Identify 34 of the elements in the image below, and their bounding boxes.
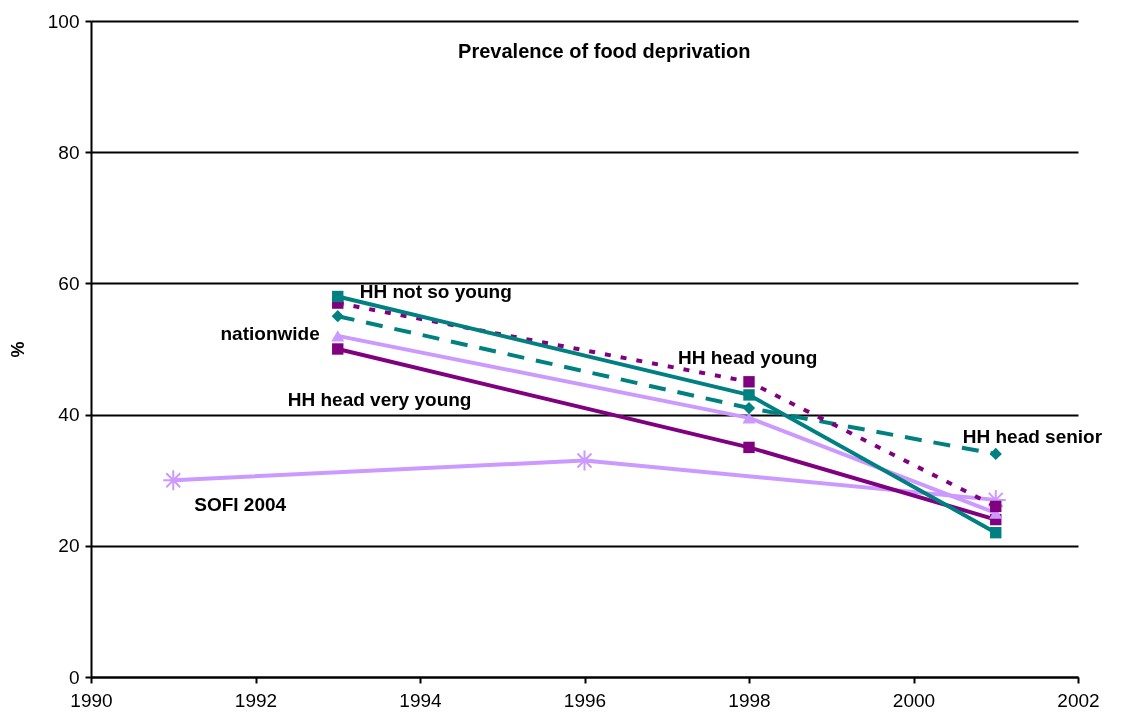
series-label: HH head senior <box>962 425 1103 447</box>
series-label: SOFI 2004 <box>194 494 287 516</box>
series-label: nationwide <box>220 322 320 344</box>
x-tick-label: 1992 <box>234 689 278 711</box>
point <box>984 488 1007 511</box>
y-tick-label: 100 <box>47 10 80 32</box>
x-tick-label: 2002 <box>1057 689 1100 711</box>
x-tick-label: 1996 <box>563 689 607 711</box>
point <box>743 441 755 454</box>
y-tick-label: 80 <box>58 141 80 163</box>
point <box>742 401 756 415</box>
x-tick-label: 1994 <box>399 689 443 711</box>
series-label: HH not so young <box>359 280 512 302</box>
point <box>331 310 344 323</box>
x-tick-label: 1998 <box>728 689 771 711</box>
y-tick-label: 40 <box>58 404 80 426</box>
series-label: HH head very young <box>287 389 472 410</box>
y-tick-label: 20 <box>58 535 80 557</box>
y-tick-label: 0 <box>68 666 80 688</box>
text: Prevalence of food deprivation <box>458 40 751 62</box>
series-label: HH head young <box>678 346 818 368</box>
y-tick-label: 60 <box>58 272 80 294</box>
x-tick-label: 2000 <box>892 689 936 711</box>
point <box>990 526 1002 539</box>
y-axis-title: % <box>7 341 28 358</box>
point <box>743 376 755 388</box>
point <box>332 343 344 355</box>
point <box>743 389 755 401</box>
point <box>331 330 345 342</box>
point <box>742 412 756 424</box>
point <box>989 447 1002 461</box>
x-tick-label: 1990 <box>70 689 113 711</box>
point <box>990 500 1002 513</box>
point <box>332 290 344 303</box>
